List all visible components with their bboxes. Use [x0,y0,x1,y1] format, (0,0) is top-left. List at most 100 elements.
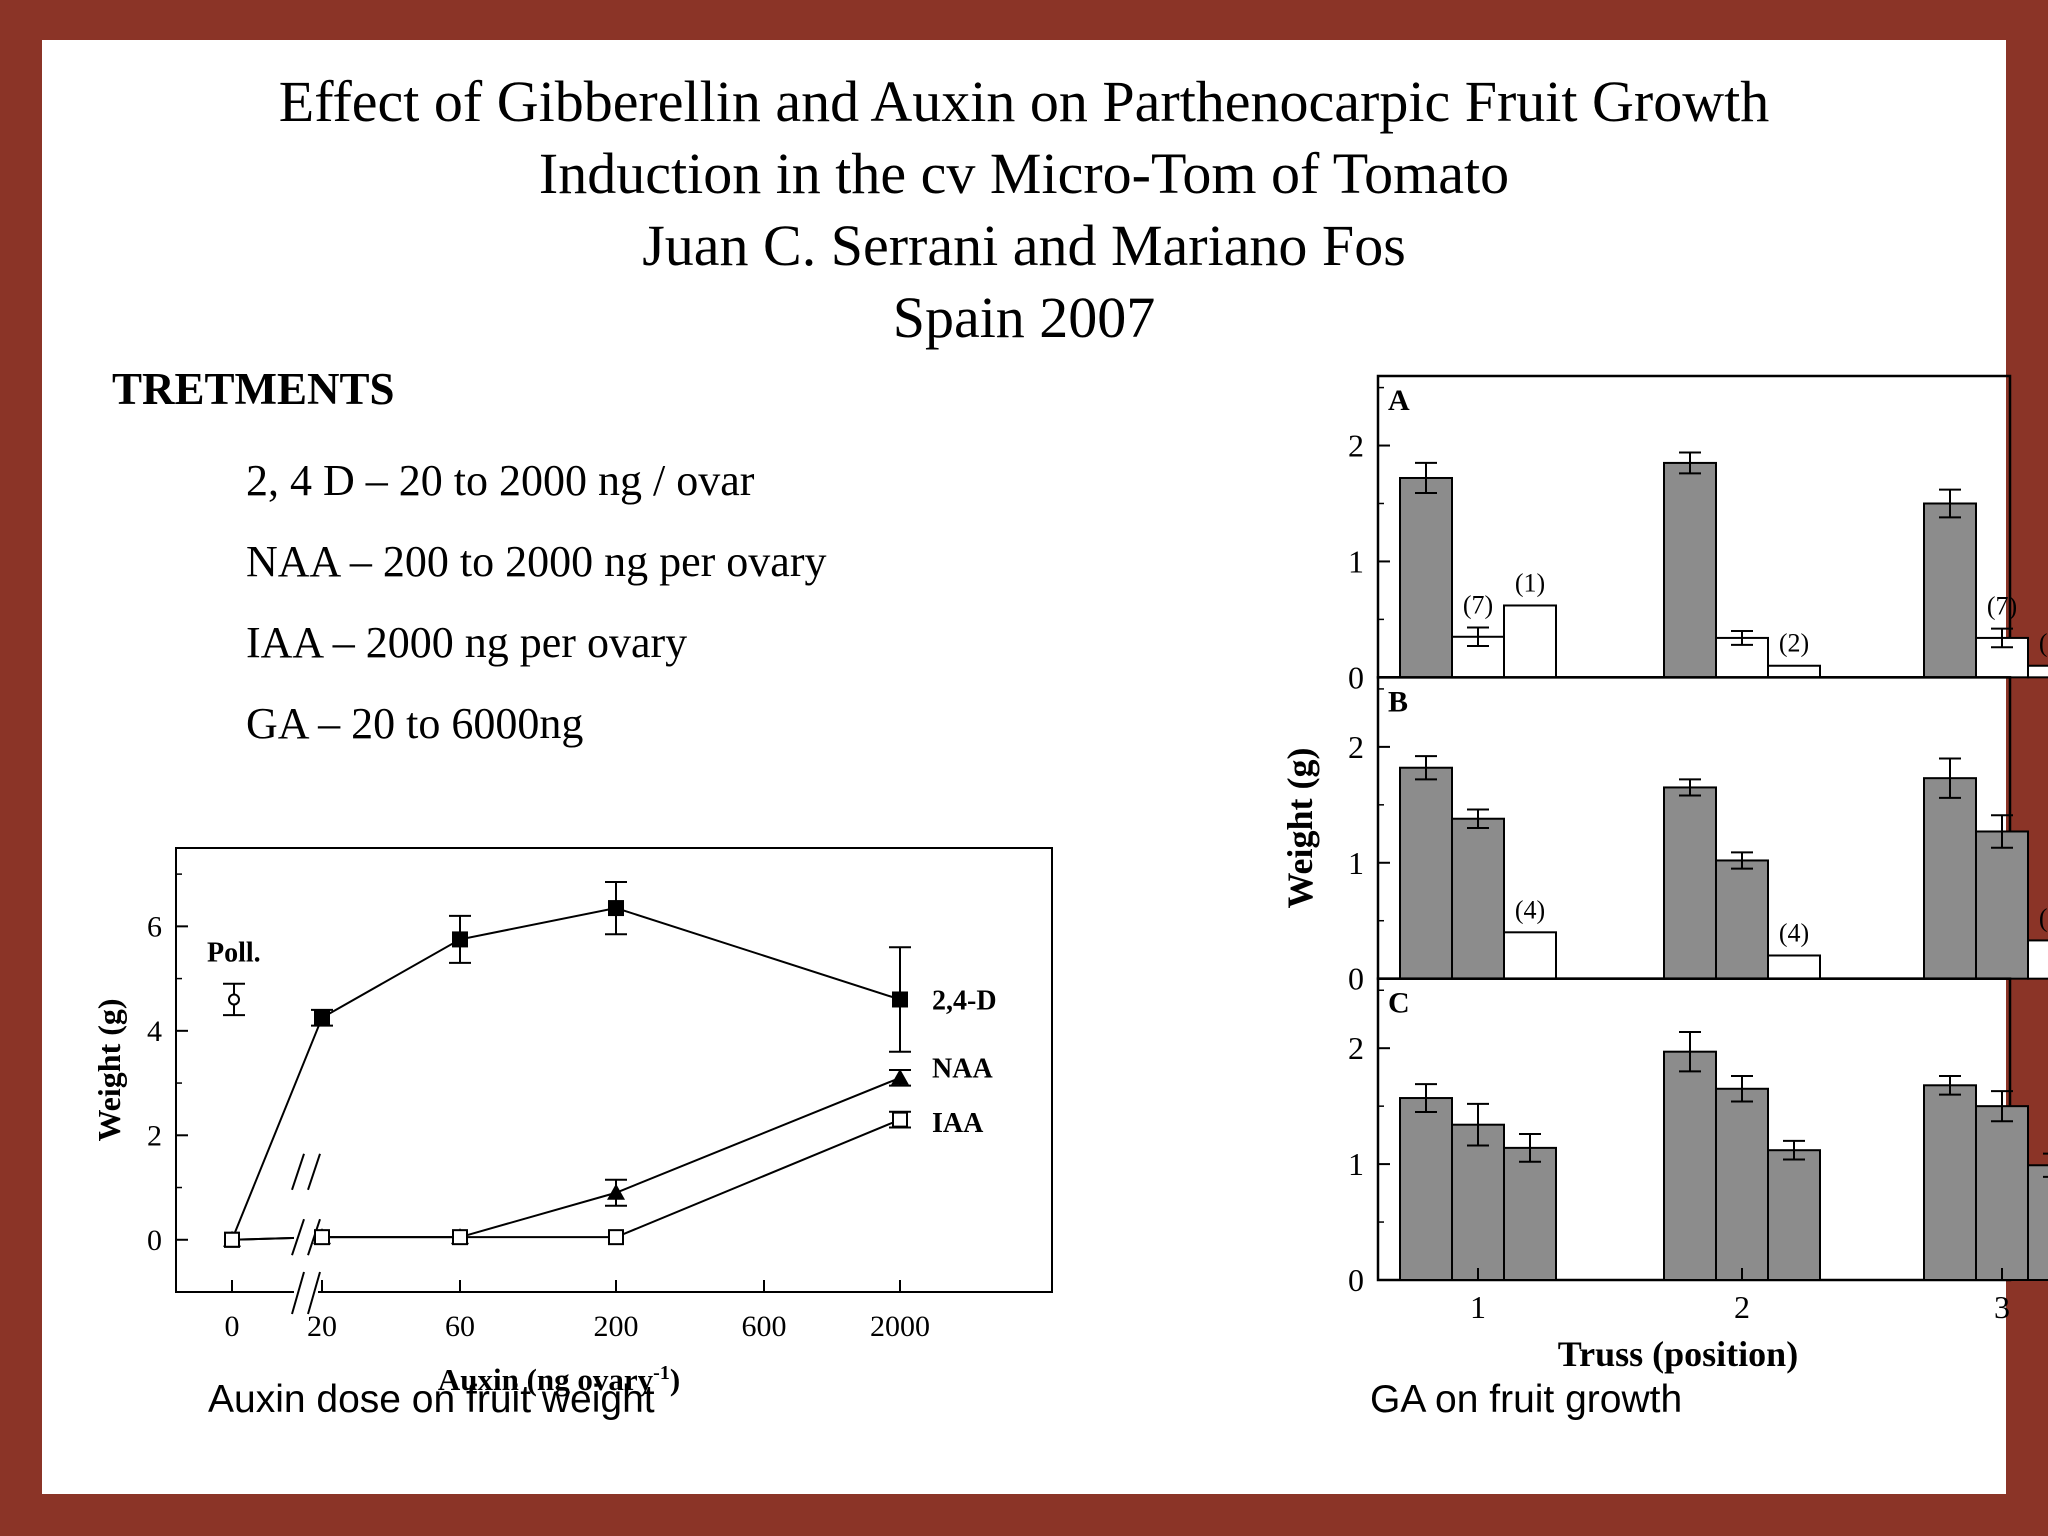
bar-B-truss1-3 [1503,931,1557,980]
panel-label-B: B [1388,685,1408,718]
y-tick-label: 1 [1348,1146,1364,1182]
bar-C-truss1-2 [1451,1123,1505,1282]
bar-C-truss2-1 [1663,1050,1717,1282]
bar-A-truss3-2 [1975,636,2029,679]
bar-B-truss2-3 [1767,954,1821,980]
x-axis-label: Truss (position) [1558,1334,1798,1374]
bar-count-label: (3) [2039,903,2048,932]
title-line-3: Juan C. Serrani and Mariano Fos [642,213,1406,278]
x-tick-label: 20 [307,1310,337,1343]
x-tick-label: 2000 [870,1310,930,1343]
bar-C-truss2-3 [1767,1149,1821,1282]
y-axis-label: Weight (g) [91,998,127,1141]
y-tick-label: 2 [1348,1030,1364,1066]
x-tick-label: 1 [1470,1289,1486,1325]
y-tick-label: 2 [1348,428,1364,464]
y-tick-label: 0 [1348,1262,1364,1298]
treatment-item: NAA – 200 to 2000 ng per ovary [246,537,827,586]
x-tick-label: 600 [742,1310,787,1343]
data-point-NAA [891,1068,909,1085]
bar-B-truss3-3 [2027,939,2048,980]
data-point-IAA [892,1111,908,1128]
bar-count-label: (4) [1779,918,1809,947]
axis-break-lower-mark [291,1271,305,1315]
treatment-item: GA – 20 to 6000ng [246,699,584,748]
y-tick-label: 2 [147,1119,162,1152]
bar-B-truss1-2 [1451,817,1505,980]
series-label-2,4-D: 2,4-D [932,985,997,1016]
bar-C-truss3-3 [2027,1164,2048,1281]
y-tick-label: 1 [1348,543,1364,579]
y-tick-label: 1 [1348,845,1364,881]
title-line-2: Induction in the cv Micro-Tom of Tomato [538,141,1510,206]
treatments-heading: TRETMENTS [112,364,395,414]
series-label-IAA: IAA [932,1108,984,1139]
data-point-poll [228,993,240,1006]
data-point-IAA [608,1229,624,1246]
bar-C-truss2-2 [1715,1087,1769,1281]
data-point-2,4-D [314,1009,330,1026]
x-axis-label: Auxin (ng ovary-1) [438,1362,680,1397]
x-axis-label-main: Auxin (ng ovary [438,1362,654,1397]
caption-ga-chart: GA on fruit growth [1370,1378,1683,1421]
axis-break-lower-mark [307,1271,321,1315]
treatments-list: 2, 4 D – 20 to 2000 ng / ovar NAA – 200 … [246,440,827,764]
bar-count-label: (4) [1515,895,1545,924]
y-tick-label: 2 [1348,729,1364,765]
data-point-IAA [224,1231,240,1248]
y-axis-label: Weight (g) [1280,748,1320,909]
x-tick-label: 0 [225,1310,240,1343]
bar-count-label: (7) [1987,592,2017,621]
bar-B-truss2-2 [1715,859,1769,980]
x-tick-label: 3 [1994,1289,2010,1325]
bar-B-truss3-2 [1975,830,2029,980]
bar-C-truss1-3 [1503,1146,1557,1282]
bar-A-truss3-1 [1923,502,1977,679]
data-point-NAA [607,1183,625,1200]
series-line-2,4-D [231,907,901,1241]
data-point-2,4-D [608,900,624,917]
title-line-1: Effect of Gibberellin and Auxin on Parth… [278,69,1770,134]
data-point-IAA [452,1229,468,1246]
bar-A-truss1-1 [1399,476,1453,679]
annotation-poll: Poll. [207,937,261,968]
axis-break-upper-mark [307,1153,321,1191]
bar-count-label: (7) [1463,590,1493,619]
y-tick-label: 6 [147,910,162,943]
bar-C-truss3-1 [1923,1084,1977,1281]
y-tick-label: 4 [147,1015,162,1048]
plot-frame [175,847,1053,1293]
bar-B-truss1-1 [1399,766,1453,980]
bar-A-truss1-3 [1503,604,1557,679]
data-point-IAA [314,1229,330,1246]
y-tick-label: 0 [1348,961,1364,997]
treatment-item: IAA – 2000 ng per ovary [246,618,688,667]
x-tick-label: 200 [594,1310,639,1343]
bar-B-truss2-1 [1663,786,1717,980]
ga-truss-chart: A012(7)(1)(2)(7)(2)B012(4)(4)(3)C012123W… [1280,374,2048,1374]
panel-label-A: A [1388,384,1410,417]
data-point-2,4-D [452,931,468,948]
panel-label-C: C [1388,987,1410,1020]
bar-A-truss3-3 [2027,664,2048,679]
bar-count-label: (2) [2039,629,2048,658]
bar-C-truss1-1 [1399,1097,1453,1281]
y-tick-label: 0 [147,1224,162,1257]
x-tick-label: 60 [445,1310,475,1343]
series-label-NAA: NAA [932,1053,993,1084]
bar-A-truss2-1 [1663,461,1717,679]
axis-break-upper-mark [291,1153,305,1191]
bar-count-label: (1) [1515,568,1545,597]
bar-count-label: (2) [1779,629,1809,658]
x-axis-label-sup: -1 [653,1362,670,1384]
series-line-IAA [231,1118,901,1241]
series-line-NAA [231,1076,901,1241]
slide: Effect of Gibberellin and Auxin on Parth… [42,40,2048,1494]
axis-break-middle-mark [291,1218,305,1256]
x-axis-label-close: ) [670,1362,680,1397]
data-point-2,4-D [892,991,908,1008]
title-line-4: Spain 2007 [892,285,1156,350]
bar-C-truss3-2 [1975,1105,2029,1282]
bar-A-truss2-3 [1767,664,1821,679]
